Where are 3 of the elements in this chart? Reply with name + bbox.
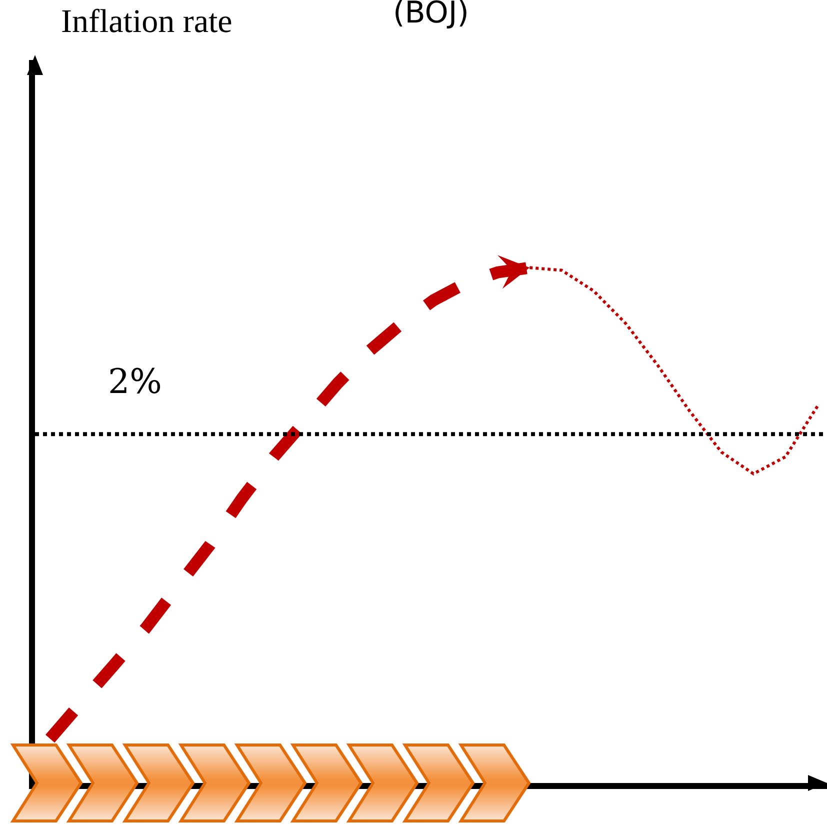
chart-title: (BOJ) (393, 0, 469, 31)
annotation: 2% (108, 362, 162, 402)
text: Inflation rate (61, 4, 232, 40)
